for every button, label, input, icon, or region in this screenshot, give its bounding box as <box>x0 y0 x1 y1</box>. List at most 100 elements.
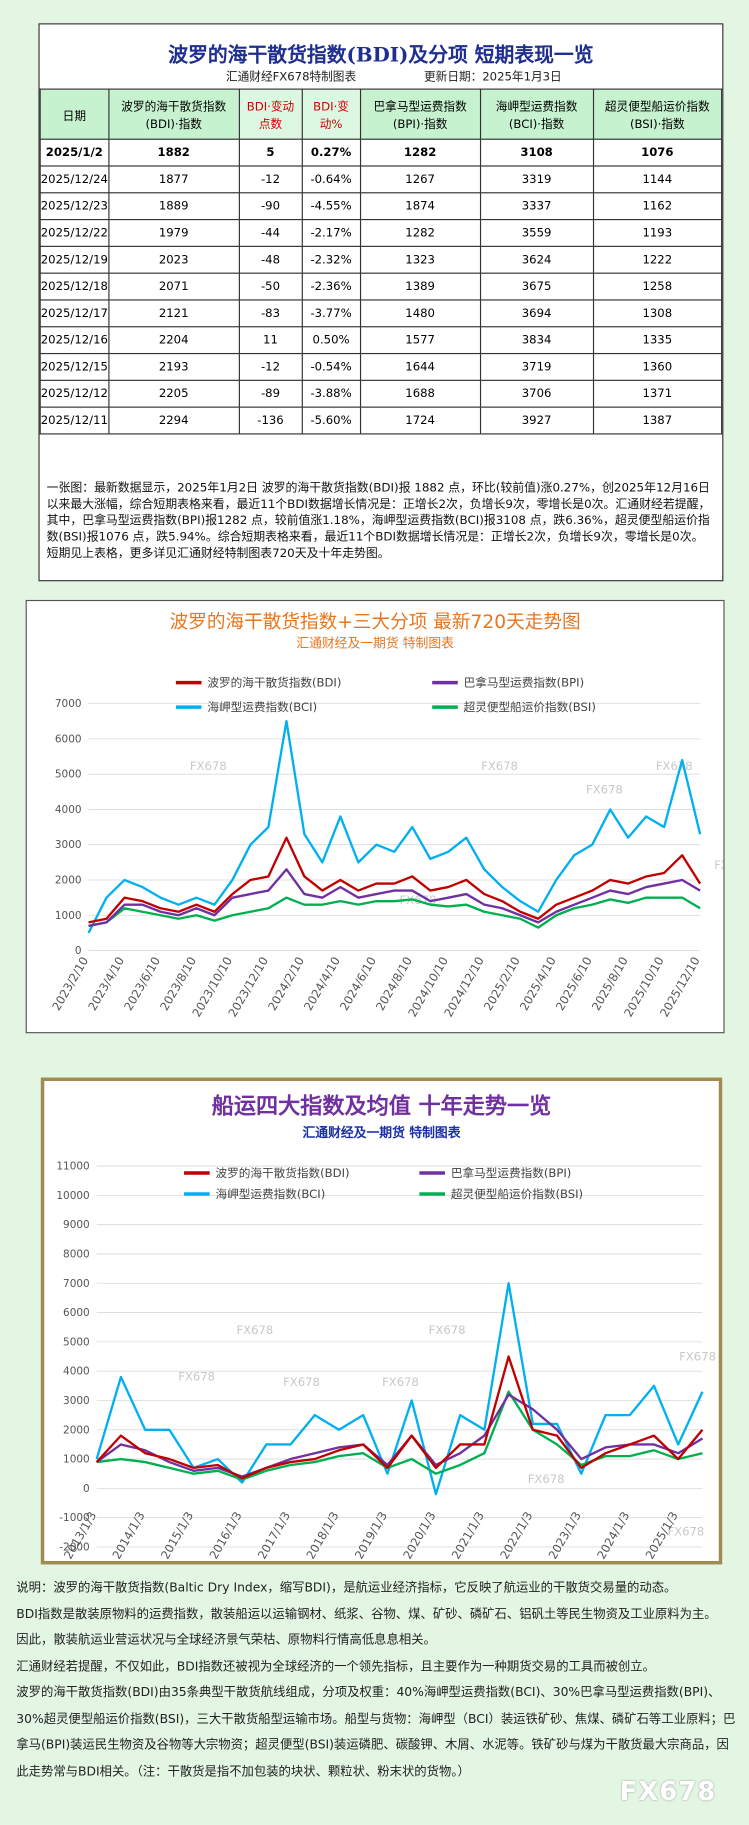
note-line: 说明：波罗的海干散货指数(Baltic Dry Index，缩写BDI)，是航运… <box>16 1580 677 1595</box>
table-cell: 1222 <box>592 245 723 274</box>
legend-label: 波罗的海干散货指数(BDI) <box>216 1166 350 1180</box>
table-cell: 3108 <box>479 138 594 167</box>
update-date: 更新日期：2025年1月3日 <box>424 71 562 84</box>
x-tick-label: 2025/6/10 <box>553 954 595 1013</box>
table-cell: 0.27% <box>301 138 361 167</box>
y-tick-label: 5000 <box>55 769 82 781</box>
table-cell: 3559 <box>479 219 594 247</box>
x-tick-label: 2019/1/3 <box>352 1509 390 1561</box>
table-cell: 1282 <box>359 219 481 247</box>
table-cell: 3337 <box>479 192 594 221</box>
watermark: FX678 <box>528 1472 565 1486</box>
y-tick-label: 4000 <box>55 804 82 816</box>
legend-label: 巴拿马型运费指数(BPI) <box>451 1166 571 1180</box>
y-tick-label: 1000 <box>63 1454 90 1466</box>
series-line <box>87 720 702 934</box>
y-tick-label: 2000 <box>55 874 82 886</box>
table-cell: 2025/12/18 <box>39 272 110 301</box>
table-cell: -3.77% <box>301 299 361 328</box>
table-title: 波罗的海干散货指数(BDI)及分项 短期表现一览 <box>168 44 594 68</box>
table-cell: 2025/12/24 <box>39 165 110 194</box>
table-cell: 1644 <box>359 352 481 381</box>
table-cell: 1874 <box>359 192 481 221</box>
x-tick-label: 2018/1/3 <box>303 1509 341 1561</box>
table-cell: 3706 <box>479 379 594 408</box>
table-cell: 2023 <box>107 245 240 274</box>
note-line: 汇通财经若提醒，不仅如此，BDI指数还被视为全球经济的一个领先指标，且主要作为一… <box>16 1659 655 1674</box>
y-tick-label: 6000 <box>55 733 82 745</box>
x-tick-label: 2025/2/10 <box>481 954 523 1013</box>
watermark: FX678 <box>679 1350 716 1364</box>
table-cell: -4.55% <box>301 192 361 221</box>
table-row: 2025/12/11 2294 -136 -5.60% 1724 3927 1387 <box>39 406 723 435</box>
column-header: 巴拿马型运费指数(BPI)·指数 <box>359 88 481 140</box>
table-cell: 1387 <box>592 406 723 435</box>
table-cell: 1193 <box>592 219 723 247</box>
table-cell: 1882 <box>107 138 240 167</box>
x-tick-label: 2023/2/10 <box>49 954 91 1013</box>
table-cell: 1335 <box>592 326 723 355</box>
watermark: FX678 <box>481 759 518 773</box>
table-cell: -83 <box>238 299 303 328</box>
table-cell: -5.60% <box>301 406 361 435</box>
table-cell: 0.50% <box>301 326 361 355</box>
watermark: FX678 <box>382 1375 419 1389</box>
table-row: 2025/12/24 1877 -12 -0.64% 1267 3319 1144 <box>39 165 723 194</box>
y-tick-label: -2000 <box>59 1541 89 1553</box>
table-cell: 1371 <box>592 379 723 408</box>
x-tick-label: 2016/1/3 <box>206 1509 244 1561</box>
table-row: 2025/12/22 1979 -44 -2.17% 1282 3559 1193 <box>39 219 723 247</box>
watermark: FX678 <box>586 782 623 796</box>
table-cell: -12 <box>238 352 303 381</box>
note-line: BDI指数是散装原物料的运费指数，散装船运以运输钢材、纸浆、谷物、煤、矿砂、磷矿… <box>16 1606 717 1621</box>
table-cell: -90 <box>238 192 303 221</box>
table-cell: 3624 <box>479 245 594 274</box>
table-cell: 2193 <box>107 352 240 381</box>
table-cell: 1360 <box>592 352 723 381</box>
table-cell: 2025/12/23 <box>39 192 110 221</box>
table-cell: -3.88% <box>301 379 361 408</box>
notes: 说明：波罗的海干散货指数(Baltic Dry Index，缩写BDI)，是航运… <box>16 1575 741 1785</box>
watermark: FX678 <box>667 1524 704 1538</box>
x-tick-label: 2023/4/10 <box>85 954 127 1013</box>
note-line: 因此，散装航运业营运状况与全球经济景气荣枯、原物料行情高低息息相关。 <box>16 1633 436 1648</box>
table-cell: -0.64% <box>301 165 361 194</box>
table-cell: 2025/12/16 <box>39 326 110 355</box>
table-cell: 11 <box>238 326 303 355</box>
y-tick-label: 8000 <box>63 1248 90 1260</box>
table-cell: 1389 <box>359 272 481 301</box>
legend-label: 波罗的海干散货指数(BDI) <box>207 676 341 690</box>
table-row: 2025/12/19 2023 -48 -2.32% 1323 3624 1222 <box>39 245 723 274</box>
table-cell: 3694 <box>479 299 594 328</box>
table-cell: 3675 <box>479 272 594 301</box>
x-tick-label: 2025/4/10 <box>517 954 559 1013</box>
data-table: 日期 波罗的海干散货指数(BDI)·指数 BDI·变动点数 BDI·变动% 巴拿马型运费… <box>39 88 723 435</box>
table-cell: 2121 <box>107 299 240 328</box>
table-cell: 2294 <box>107 406 240 435</box>
table-row: 2025/12/12 2205 -89 -3.88% 1688 3706 1371 <box>39 379 723 408</box>
y-tick-label: 7000 <box>63 1278 90 1290</box>
table-cell: 1258 <box>592 272 723 301</box>
table-cell: 1480 <box>359 299 481 328</box>
table-cell: 1323 <box>359 245 481 274</box>
x-tick-label: 2024/4/10 <box>301 954 343 1013</box>
summary-table-panel: 波罗的海干散货指数(BDI)及分项 短期表现一览 汇通财经FX678特制图表 更… <box>38 23 724 582</box>
y-tick-label: -1000 <box>59 1512 89 1524</box>
column-header: 波罗的海干散货指数(BDI)·指数 <box>107 88 240 140</box>
chart-title: 船运四大指数及均值 十年走势一览 <box>212 1094 552 1120</box>
column-header: BDI·变动点数 <box>238 88 303 140</box>
watermark: FX678 <box>714 858 724 872</box>
x-tick-label: 2025/8/10 <box>589 954 631 1013</box>
table-cell: -44 <box>238 219 303 247</box>
watermark: FX678 <box>283 1375 320 1389</box>
y-tick-label: 6000 <box>63 1307 90 1319</box>
table-cell: 1577 <box>359 326 481 355</box>
table-cell: -50 <box>238 272 303 301</box>
y-tick-label: 3000 <box>63 1395 90 1407</box>
chart-subtitle: 汇通财经及一期货 特制图表 <box>296 636 454 652</box>
table-cell: 1889 <box>107 192 240 221</box>
table-row: 2025/12/17 2121 -83 -3.77% 1480 3694 1308 <box>39 299 723 328</box>
y-tick-label: 5000 <box>63 1336 90 1348</box>
